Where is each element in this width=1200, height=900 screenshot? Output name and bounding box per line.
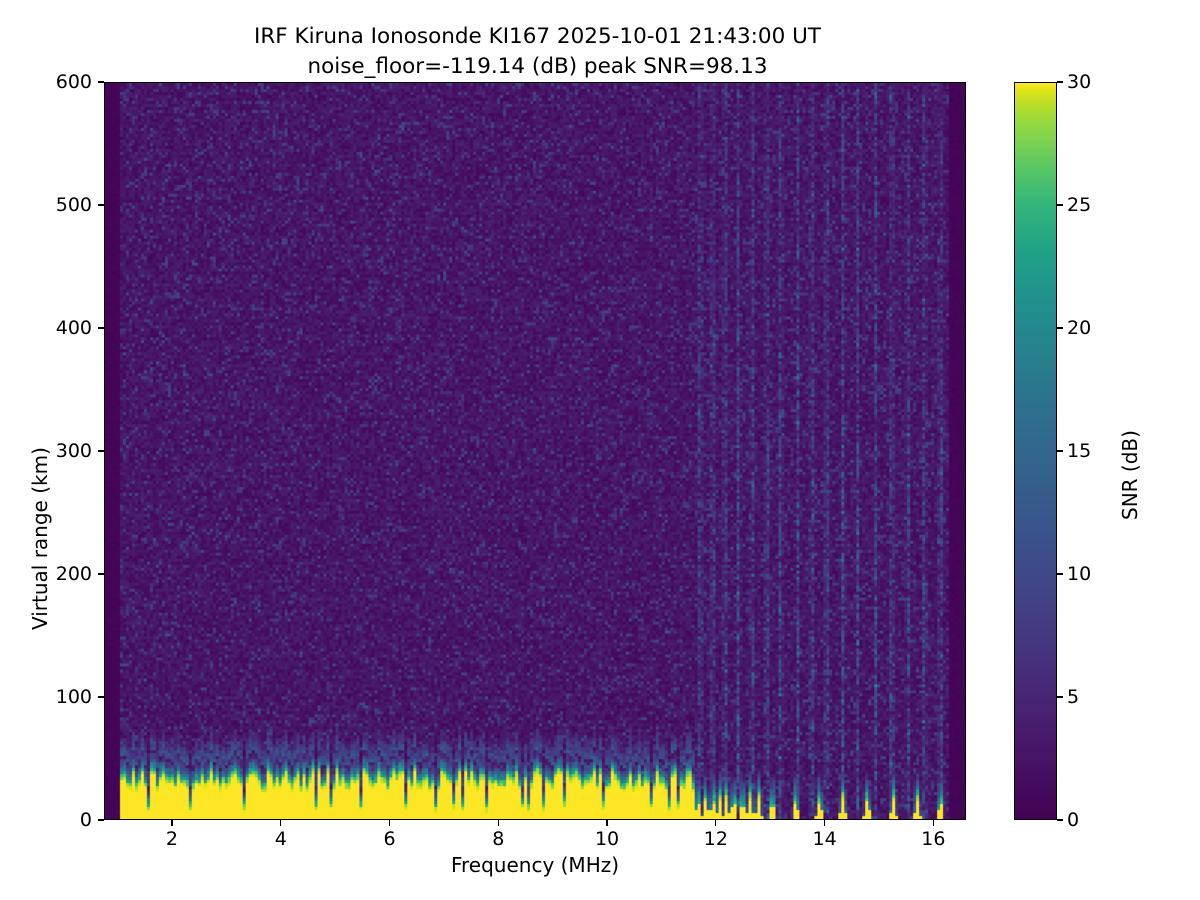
x-tick-mark [932,820,935,826]
y-tick-mark [98,81,104,83]
x-tick-label: 4 [274,828,287,850]
colorbar-label: SNR (dB) [1118,430,1142,520]
colorbar-tick-label: 30 [1067,71,1092,93]
colorbar-tick-mark [1057,450,1063,452]
y-tick-label: 500 [55,194,92,216]
y-tick-label: 200 [55,563,92,585]
colorbar-tick-label: 5 [1067,686,1080,708]
colorbar-tick-label: 20 [1067,317,1092,339]
x-tick-mark [171,820,173,826]
x-tick-mark [606,820,608,826]
colorbar-tick-label: 15 [1067,440,1092,462]
x-tick-label: 14 [812,828,837,850]
colorbar-tick-label: 25 [1067,194,1092,216]
y-tick-mark [98,204,104,206]
y-tick-label: 400 [55,317,92,339]
y-tick-mark [98,819,104,821]
y-tick-mark [98,450,104,452]
y-tick-label: 600 [55,71,92,93]
snr-colorbar [1014,82,1057,820]
colorbar-tick-mark [1057,204,1063,206]
x-tick-label: 10 [594,828,620,850]
y-tick-mark [98,696,104,698]
x-tick-label: 16 [921,828,946,850]
x-tick-mark [823,820,826,826]
colorbar-tick-mark [1057,573,1063,575]
colorbar-tick-mark [1057,819,1063,821]
figure-title-line-2: noise_floor=-119.14 (dB) peak SNR=98.13 [307,54,768,79]
x-tick-mark [280,820,282,826]
x-tick-mark [497,820,499,826]
y-tick-mark [98,327,104,329]
x-tick-label: 8 [492,828,505,850]
colorbar-tick-mark [1057,327,1063,329]
colorbar-tick-label: 10 [1067,563,1092,585]
y-tick-label: 0 [79,809,92,831]
x-tick-mark [715,820,717,826]
x-tick-label: 2 [165,828,179,850]
colorbar-tick-mark [1057,81,1063,83]
ionogram-heatmap [105,83,965,819]
x-axis-label: Frequency (MHz) [450,853,620,877]
x-tick-label: 6 [383,828,396,850]
y-tick-label: 300 [55,440,92,462]
figure-title-line-1: IRF Kiruna Ionosonde KI167 2025-10-01 21… [254,24,821,49]
y-axis-label: Virtual range (km) [28,447,52,630]
ionogram-plot-area [104,82,966,820]
colorbar-tick-label: 0 [1067,809,1080,831]
y-tick-mark [98,573,104,575]
x-tick-label: 12 [703,828,728,850]
x-tick-mark [388,820,391,826]
y-tick-label: 100 [55,686,92,708]
colorbar-tick-mark [1057,696,1063,698]
